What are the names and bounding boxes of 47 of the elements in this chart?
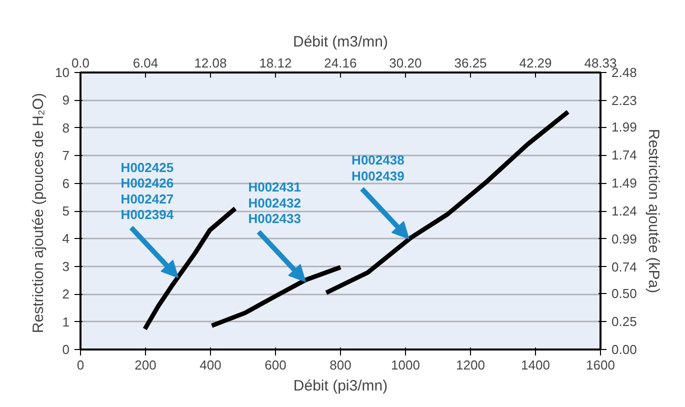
x2-tick-label: 36.25 — [454, 56, 487, 70]
x-tick-label: 800 — [330, 358, 352, 372]
y2-tick-label: 0.00 — [612, 342, 637, 357]
y-tick-label: 3 — [62, 258, 70, 274]
annotation: H002438 H002439 — [352, 152, 404, 184]
y-axis-title: Restriction ajoutée (pouces de H₂O) — [30, 93, 48, 334]
x2-tick-label: 30.20 — [389, 56, 422, 70]
y-tick-label: 10 — [55, 65, 70, 80]
y2-tick-label: 0.99 — [612, 231, 637, 246]
y-tick-label: 8 — [62, 120, 70, 136]
y-tick-label: 5 — [62, 204, 70, 218]
y-tick-label: 6 — [62, 176, 70, 191]
y2-axis-title: Restriction ajoutée (kPa) — [644, 128, 662, 294]
annotation: H002431 H002432 H002433 — [248, 180, 301, 226]
y2-tick-label: 0.74 — [612, 259, 637, 274]
y2-tick-label: 1.74 — [612, 148, 637, 163]
x-tick-label: 1000 — [391, 358, 420, 372]
x-tick-label: 600 — [264, 358, 286, 372]
x2-tick-label: 12.08 — [194, 56, 227, 70]
y-tick-label: 1 — [62, 314, 70, 330]
x-tick-label: 200 — [134, 358, 156, 372]
y-tick-label: 7 — [62, 148, 70, 164]
line-series — [324, 110, 570, 295]
y2-tick-label: 1.99 — [612, 120, 637, 135]
x-tick-label: 1400 — [521, 358, 550, 372]
y-tick-label: 2 — [62, 286, 70, 302]
x2-tick-label: 42.29 — [519, 56, 552, 70]
y2-tick-label: 0.50 — [612, 286, 637, 302]
x2-tick-label: 18.12 — [259, 56, 292, 70]
y2-tick-label: 1.49 — [612, 176, 637, 191]
x2-tick-label: 24.16 — [324, 56, 357, 70]
x-tick-label: 0 — [76, 358, 84, 372]
x2-tick-label: 0.0 — [71, 56, 90, 70]
x-tick-label: 400 — [200, 358, 222, 372]
y2-tick-label: 2.23 — [612, 92, 637, 108]
x-tick-label: 1600 — [586, 358, 615, 372]
y2-tick-label: 0.25 — [612, 314, 637, 330]
x-axis-title: Débit (pi3/mn) — [293, 378, 388, 394]
x2-tick-label: 6.04 — [132, 56, 158, 70]
y2-tick-label: 1.24 — [612, 204, 637, 218]
x2-axis-title: Débit (m3/mn) — [292, 34, 388, 50]
x-tick-label: 1200 — [456, 358, 485, 372]
y-tick-label: 4 — [62, 231, 70, 246]
y-tick-label: 0 — [62, 342, 70, 357]
annotation: H002425 H002426 H002427 H002394 — [120, 160, 174, 222]
y-tick-label: 9 — [62, 92, 70, 108]
line-series — [210, 264, 343, 328]
